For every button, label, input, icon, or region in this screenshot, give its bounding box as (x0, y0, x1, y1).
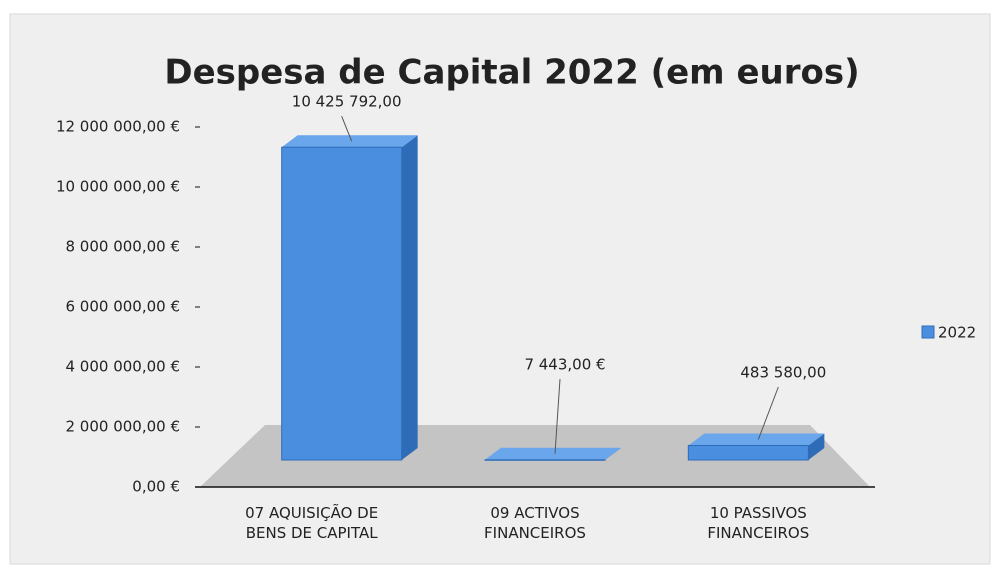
x-tick-label: 07 AQUISIÇÃO DE BENS DE CAPITAL (245, 504, 379, 542)
legend-label: 2022 (938, 324, 976, 342)
y-tick-label: 8 000 000,00 € (65, 238, 180, 256)
data-label: 7 443,00 € (524, 356, 605, 374)
bar-side (605, 447, 621, 460)
chart-title: Despesa de Capital 2022 (em euros) (164, 53, 859, 93)
bar-top (485, 447, 621, 460)
data-label: 10 425 792,00 (292, 93, 402, 111)
y-tick-label: 2 000 000,00 € (65, 418, 180, 436)
bar-side (401, 135, 418, 460)
y-tick-label: 12 000 000,00 € (56, 118, 180, 136)
leader-line (554, 378, 561, 454)
y-tick-label: 6 000 000,00 € (65, 298, 180, 316)
bar-top (688, 433, 825, 446)
data-label: 483 580,00 (740, 364, 826, 382)
legend-swatch (921, 325, 935, 339)
bar (484, 459, 606, 461)
leader-line (341, 116, 353, 142)
y-tick-label: 4 000 000,00 € (65, 358, 180, 376)
bar (281, 146, 403, 461)
bar-top (281, 135, 418, 148)
y-tick-label: 10 000 000,00 € (56, 178, 180, 196)
y-tick-label: 0,00 € (132, 478, 180, 496)
x-tick-label: 10 PASSIVOS FINANCEIROS (707, 504, 810, 542)
bar-side (808, 433, 825, 460)
leader-line (757, 386, 779, 440)
bar (687, 444, 809, 461)
x-tick-label: 09 ACTIVOS FINANCEIROS (484, 504, 586, 542)
